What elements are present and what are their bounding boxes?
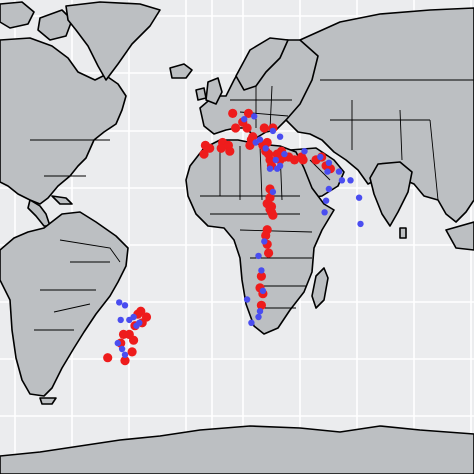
blue-point-31 (243, 296, 251, 303)
red-point-1 (228, 108, 238, 118)
blue-point-6 (262, 145, 269, 152)
blue-point-15 (325, 159, 333, 166)
blue-point-42 (121, 351, 129, 358)
red-point-59 (127, 347, 137, 357)
landmass-north-america (0, 37, 127, 205)
blue-point-20 (321, 209, 328, 216)
landmass-indonesia (445, 221, 474, 251)
red-point-43 (261, 230, 271, 241)
blue-point-19 (322, 197, 330, 204)
red-point-16 (245, 140, 255, 150)
observation-points (103, 108, 364, 366)
blue-point-9 (281, 150, 288, 158)
red-point-0 (243, 108, 254, 118)
red-point-57 (129, 335, 139, 345)
landmass-greenland (65, 1, 161, 81)
blue-point-41 (114, 339, 122, 347)
red-point-46 (256, 271, 266, 281)
landmass-arctic-islands (0, 1, 35, 29)
blue-point-17 (335, 168, 343, 175)
blue-point-33 (116, 299, 123, 306)
red-point-9 (199, 149, 209, 159)
blue-point-7 (266, 165, 274, 172)
landmass-africa (185, 139, 335, 335)
blue-point-40 (118, 345, 126, 353)
blue-point-8 (272, 156, 279, 164)
red-point-28 (289, 155, 300, 165)
blue-point-1 (241, 116, 248, 123)
blue-point-32 (248, 319, 255, 326)
landmass-ireland (195, 87, 207, 101)
red-point-60 (103, 353, 113, 363)
red-point-30 (298, 155, 308, 165)
blue-point-29 (256, 308, 264, 315)
red-point-56 (118, 329, 129, 339)
blue-point-22 (347, 177, 354, 184)
blue-point-16 (324, 168, 331, 175)
red-point-41 (268, 210, 278, 220)
blue-point-27 (258, 267, 265, 274)
blue-point-24 (357, 220, 364, 228)
blue-point-30 (255, 313, 262, 321)
blue-point-34 (121, 302, 129, 309)
landmass-antarctica (0, 425, 474, 474)
red-point-61 (120, 356, 130, 366)
blue-point-26 (255, 252, 262, 260)
red-point-3 (231, 123, 241, 133)
red-point-49 (256, 300, 266, 310)
landmass-tierra-del-fuego (39, 397, 57, 405)
blue-point-39 (136, 319, 143, 326)
landmass-scandinavia (235, 37, 289, 91)
blue-point-12 (269, 188, 277, 196)
blue-point-18 (325, 185, 333, 193)
landmass-baffin-island (37, 9, 73, 41)
red-point-6 (259, 123, 269, 133)
blue-point-36 (117, 316, 124, 324)
country-borders (30, 79, 474, 331)
blue-point-3 (276, 133, 284, 140)
red-point-14 (225, 146, 235, 156)
blue-point-2 (269, 127, 277, 135)
blue-point-21 (338, 177, 346, 184)
red-point-12 (216, 143, 226, 153)
blue-point-5 (252, 139, 259, 146)
landmass-india (369, 161, 413, 227)
blue-point-25 (261, 238, 268, 245)
red-point-4 (242, 123, 252, 133)
blue-point-14 (317, 153, 324, 161)
blue-point-23 (355, 194, 363, 201)
blue-point-11 (274, 165, 281, 172)
red-point-10 (205, 143, 215, 153)
landmass-iceland (169, 63, 193, 79)
blue-point-28 (259, 287, 267, 294)
red-point-45 (264, 248, 274, 258)
landmass-south-america (0, 211, 129, 397)
landmass-sri-lanka (399, 227, 407, 239)
blue-point-37 (130, 313, 137, 321)
blue-point-0 (251, 113, 258, 120)
landmass-cuba (51, 195, 73, 205)
blue-point-13 (301, 148, 308, 155)
red-point-19 (262, 137, 272, 148)
landmass-madagascar (311, 267, 329, 309)
